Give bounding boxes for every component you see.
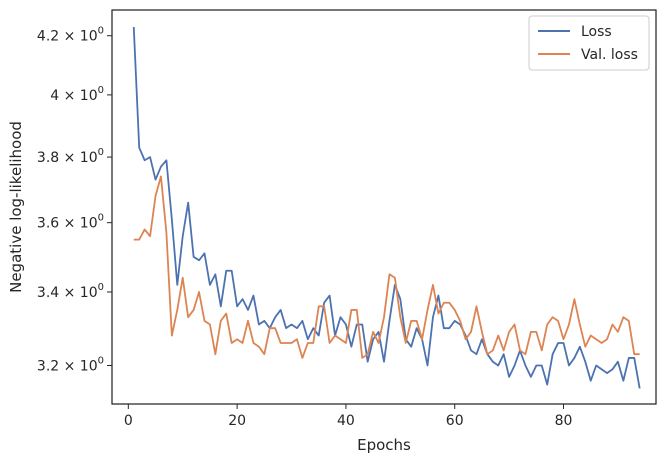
x-tick-label: 80 [555,413,573,429]
plot-background [112,10,656,404]
y-axis: 3.2 × 100 3.4 × 100 3.6 × 100 3.8 × 100 4 × … [37,26,112,374]
y-tick-label: 3.8 × 100 [37,147,104,166]
y-tick-label: 3.4 × 100 [37,282,104,301]
legend-box [528,15,650,71]
x-axis: 0 20 40 60 80 [124,404,573,429]
series-line-1 [133,175,640,359]
x-axis-label: Epochs [357,436,411,454]
series-line-0 [132,27,641,389]
legend-label-loss: Loss [581,24,612,40]
y-tick-label: 3.6 × 100 [37,213,104,232]
series-layer [132,27,641,389]
x-tick-label: 0 [124,413,133,429]
y-tick-label: 3.2 × 100 [37,355,104,374]
y-axis-label: Negative log-likelihood [7,121,25,293]
plot-frame [111,9,657,405]
legend: Loss Val. loss [528,15,650,71]
y-tick-label: 4.2 × 100 [37,26,104,45]
legend-label-val-loss: Val. loss [581,47,638,63]
x-tick-label: 20 [228,413,246,429]
y-tick-label: 4 × 100 [50,85,104,104]
x-tick-label: 40 [337,413,355,429]
x-tick-label: 60 [446,413,464,429]
